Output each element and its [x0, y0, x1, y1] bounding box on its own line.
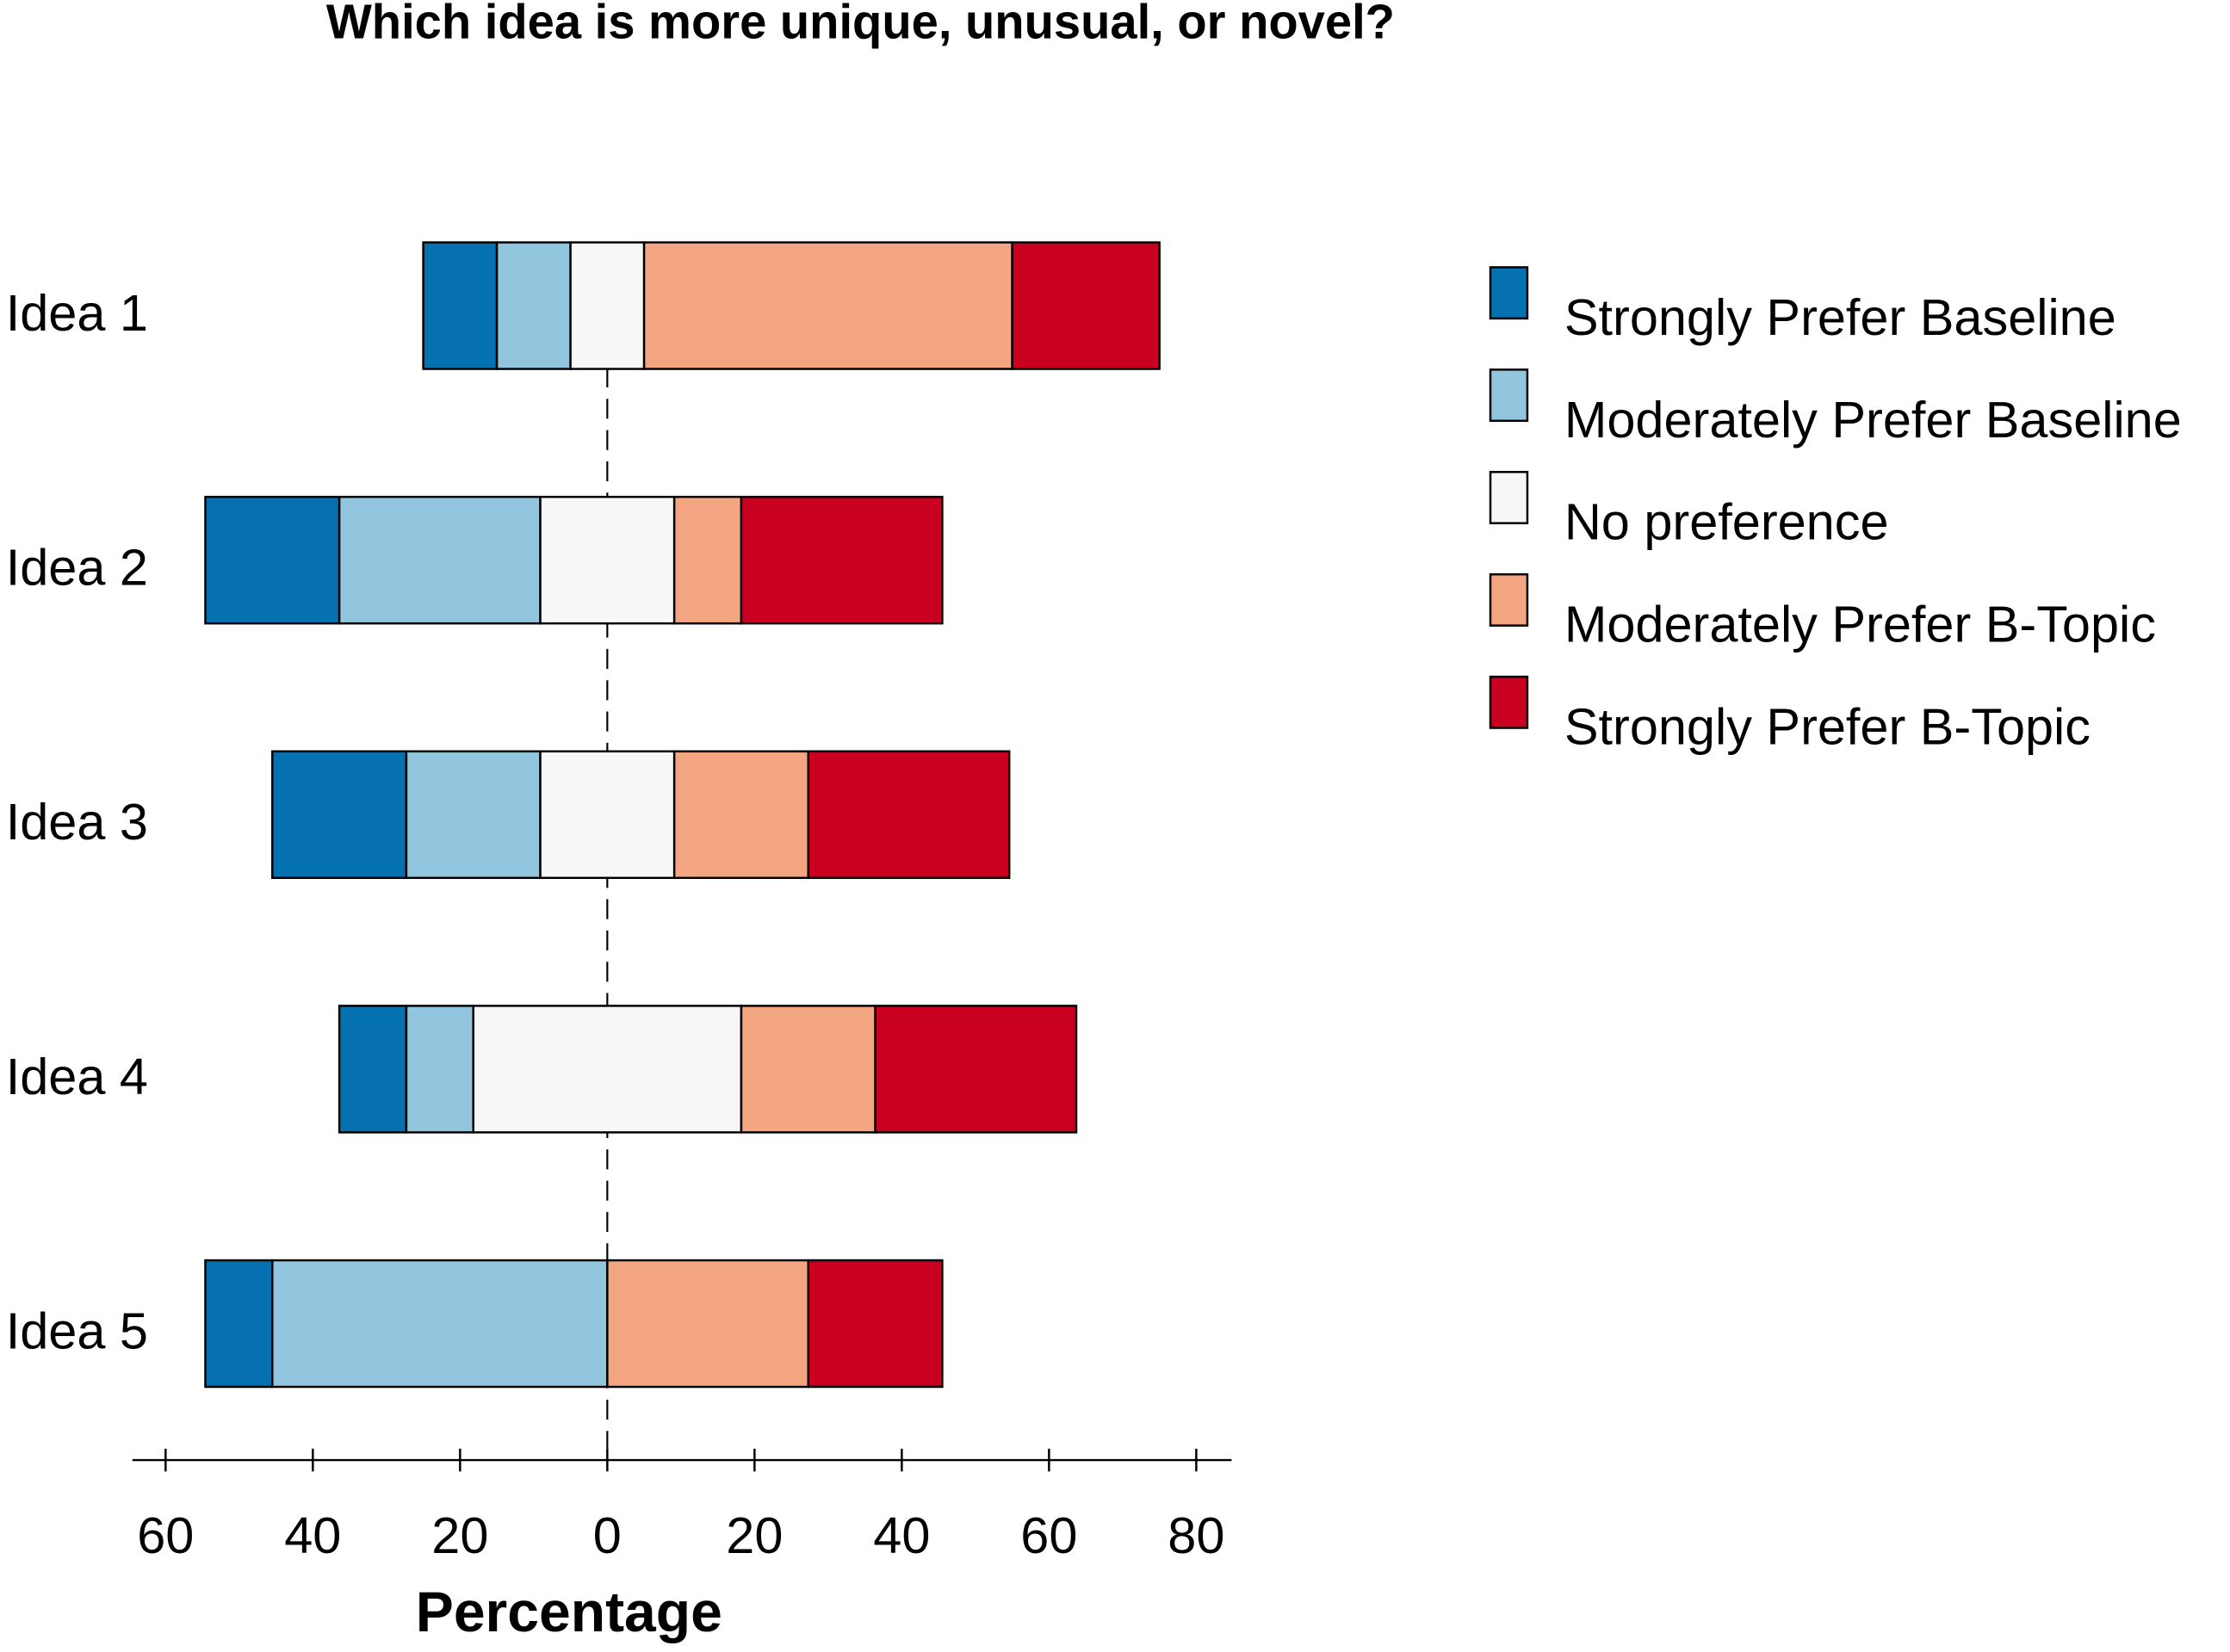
x-tick-label: 20	[431, 1507, 488, 1564]
bar-segment	[539, 495, 676, 625]
bar-segment	[405, 750, 542, 880]
bar-segment	[807, 1259, 944, 1389]
y-tick-label: Idea 4	[6, 1048, 148, 1105]
legend-label: Moderately Prefer B-Topic	[1564, 596, 2156, 653]
bar-segment	[338, 1005, 408, 1134]
x-tick-label: 80	[1168, 1507, 1224, 1564]
bar-segment	[495, 241, 572, 370]
bar-segment	[672, 495, 743, 625]
bar-segment	[606, 1259, 810, 1389]
bar-segment	[422, 241, 499, 370]
x-tick-label: 20	[726, 1507, 783, 1564]
x-axis-label: Percentage	[416, 1580, 722, 1643]
bar-segment	[472, 1005, 743, 1134]
bar-segment	[740, 1005, 877, 1134]
legend-swatch	[1489, 675, 1529, 729]
y-tick-label: Idea 2	[6, 539, 148, 597]
bar-segment	[338, 495, 542, 625]
x-tick-label: 0	[593, 1507, 622, 1564]
bar-segment	[807, 750, 1011, 880]
bar-segment	[271, 1259, 609, 1389]
legend-swatch	[1489, 471, 1529, 524]
bar-segment	[740, 495, 944, 625]
legend-swatch	[1489, 572, 1529, 627]
bar-segment	[569, 241, 646, 370]
chart-title: Which idea is more unique, unusual, or n…	[326, 0, 1395, 49]
legend-label: Strongly Prefer B-Topic	[1564, 698, 2091, 756]
y-tick-label: Idea 5	[6, 1302, 148, 1359]
legend-label: Moderately Prefer Baseline	[1564, 391, 2182, 449]
x-tick-label: 40	[284, 1507, 341, 1564]
bar-segment	[271, 750, 408, 880]
bar-segment	[539, 750, 676, 880]
legend-label: No preference	[1564, 493, 1889, 551]
y-tick-label: Idea 3	[6, 793, 148, 851]
bar-segment	[405, 1005, 474, 1134]
y-tick-label: Idea 1	[6, 284, 148, 342]
bar-segment	[642, 241, 1013, 370]
bar-segment	[1011, 241, 1161, 370]
bar-segment	[874, 1005, 1078, 1134]
bar-segment	[204, 495, 341, 625]
bar-segment	[204, 1259, 274, 1389]
x-tick-label: 60	[137, 1507, 194, 1564]
legend-label: Strongly Prefer Baseline	[1564, 288, 2116, 346]
legend-swatch	[1489, 266, 1529, 320]
bar-segment	[672, 750, 810, 880]
x-tick-label: 60	[1020, 1507, 1077, 1564]
x-tick-label: 40	[873, 1507, 930, 1564]
legend-swatch	[1489, 368, 1529, 423]
